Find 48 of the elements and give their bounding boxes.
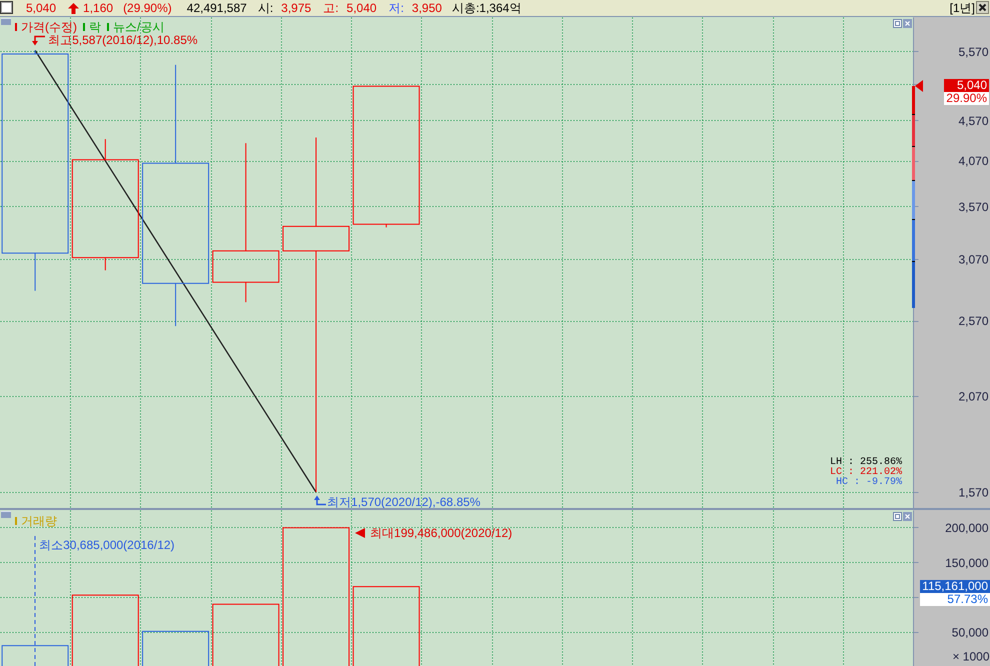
y-tick-label: 150,000 — [945, 556, 989, 570]
text: 1,160 — [83, 0, 114, 16]
bar — [72, 594, 139, 666]
text: 5,040 — [944, 78, 989, 92]
y-tick-label: 1,570 — [958, 486, 989, 500]
text: 115,161,000 — [920, 578, 990, 593]
annotation: 최고5,587(2016/12),10.85% — [48, 33, 198, 48]
candlestick — [282, 137, 350, 493]
text: 3,975 — [281, 0, 312, 16]
text: 5,040 — [346, 0, 377, 16]
annotation: 거래량 — [21, 514, 57, 528]
y-tick-label: 3,570 — [958, 200, 989, 214]
annotation: 락 — [89, 20, 101, 34]
text: 고: — [323, 0, 339, 16]
y-tick-label: 2,570 — [958, 314, 989, 328]
y-tick-label: 2,070 — [958, 389, 989, 404]
bar — [282, 527, 350, 666]
annotation: HC : -9.79% — [834, 477, 902, 488]
annotation: 뉴스/공시 — [113, 20, 164, 34]
annotation: 최대199,486,000(2020/12) — [370, 526, 512, 540]
annotation: 가격(수정) — [21, 20, 77, 34]
y-tick-label: 200,000 — [945, 520, 989, 535]
bar — [2, 645, 69, 666]
y-tick-label: 50,000 — [952, 626, 989, 640]
bar — [142, 630, 210, 666]
y-tick-label: 5,570 — [958, 44, 989, 59]
y-tick-label: 3,070 — [958, 252, 989, 266]
candlestick — [72, 138, 139, 271]
candlestick — [212, 142, 280, 303]
y-tick-label: 4,070 — [958, 154, 989, 168]
text: [1년] — [950, 0, 975, 16]
text: 57.73% — [920, 592, 990, 606]
text: (29.90%) — [123, 0, 172, 16]
annotation: LH : 255.86% — [830, 457, 902, 468]
annotation: LC : 221.02% — [830, 467, 902, 478]
bar — [212, 604, 280, 666]
text: 저: — [388, 0, 404, 16]
text: 시: — [258, 0, 274, 16]
y-tick-label: 4,570 — [958, 114, 989, 128]
text: 42,491,587 — [186, 0, 247, 16]
text: 시총:1,364억 — [452, 0, 522, 16]
y-axis-title: × 1000 — [952, 650, 990, 664]
annotation: 최소30,685,000(2016/12) — [39, 538, 175, 552]
bar — [352, 586, 420, 666]
text: 3,950 — [412, 0, 442, 16]
text: 29.90% — [944, 91, 989, 106]
candlestick — [142, 64, 210, 327]
text: 5,040 — [26, 0, 56, 16]
